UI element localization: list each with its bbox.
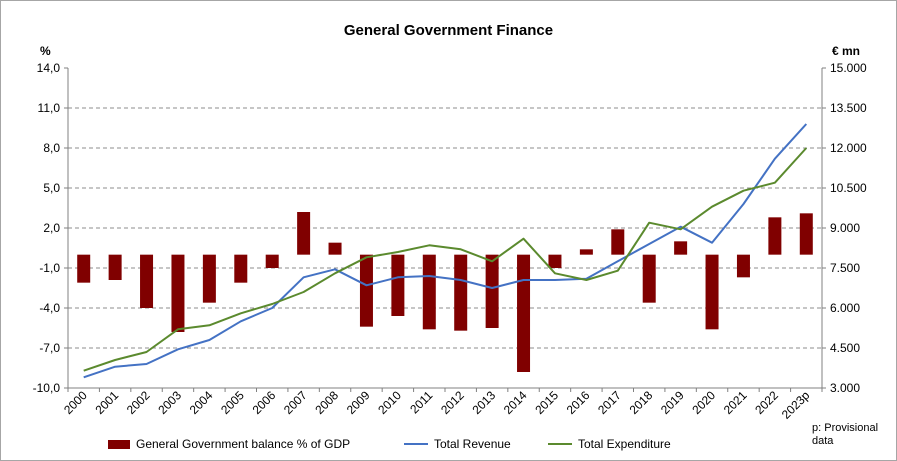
x-tick-label: 2001 <box>92 388 121 417</box>
bar-balance <box>297 212 311 255</box>
bar-balance <box>422 254 436 330</box>
x-tick-label: 2017 <box>595 388 624 417</box>
x-tick-label: 2021 <box>721 388 750 417</box>
bar-balance <box>328 242 342 255</box>
bar-balance <box>77 254 91 283</box>
bar-balance <box>485 254 499 328</box>
x-tick-label: 2004 <box>187 388 216 417</box>
x-tick-label: 2000 <box>61 388 90 417</box>
x-tick-label: 2005 <box>218 388 247 417</box>
bar-balance <box>202 254 216 303</box>
x-tick-label: 2018 <box>627 388 656 417</box>
x-tick-label: 2007 <box>281 388 310 417</box>
bar-balance <box>548 254 562 268</box>
x-tick-label: 2020 <box>689 388 718 417</box>
bar-balance <box>705 254 719 330</box>
left-tick-label: -10,0 <box>33 381 61 395</box>
line-expenditure <box>83 147 808 372</box>
right-tick-label: 13.500 <box>830 101 867 115</box>
x-tick-label: 2019 <box>658 388 687 417</box>
right-tick-label: 10.500 <box>830 181 867 195</box>
left-tick-label: 5,0 <box>43 181 60 195</box>
right-tick-label: 6.000 <box>830 301 860 315</box>
x-tick-label: 2009 <box>344 388 373 417</box>
bar-balance <box>391 254 405 316</box>
legend-item-revenue: Total Revenue <box>404 437 511 451</box>
left-tick-label: -1,0 <box>39 261 60 275</box>
right-tick-label: 3.000 <box>830 381 860 395</box>
x-tick-label: 2011 <box>407 388 435 416</box>
legend-swatch-revenue <box>404 443 428 445</box>
x-tick-label: 2008 <box>312 388 341 417</box>
bar-balance <box>579 249 593 255</box>
right-tick-label: 4.500 <box>830 341 860 355</box>
bar-balance <box>736 254 750 278</box>
legend-swatch-balance <box>108 439 130 449</box>
legend-label-revenue: Total Revenue <box>434 437 511 451</box>
x-tick-label: 2010 <box>375 388 404 417</box>
bar-balance <box>140 254 154 308</box>
bar-balance <box>611 229 625 255</box>
legend-label-balance: General Government balance % of GDP <box>136 437 351 451</box>
bar-balance <box>768 217 782 255</box>
bar-balance <box>799 213 813 255</box>
legend-item-balance: General Government balance % of GDP <box>108 437 350 451</box>
x-tick-label: 2014 <box>501 388 530 417</box>
right-tick-label: 7.500 <box>830 261 860 275</box>
bar-balance <box>674 241 688 255</box>
bar-balance <box>454 254 468 331</box>
bar-balance <box>108 254 122 280</box>
right-tick-label: 12.000 <box>830 141 867 155</box>
left-tick-label: -4,0 <box>39 301 60 315</box>
legend-item-expenditure: Total Expenditure <box>548 437 671 451</box>
bar-balance <box>171 254 185 332</box>
footnote: p: Provisional data <box>812 422 879 447</box>
x-tick-label: 2023p <box>779 388 813 422</box>
right-tick-label: 9.000 <box>830 221 860 235</box>
x-tick-label: 2013 <box>469 388 498 417</box>
x-tick-label: 2002 <box>124 388 153 417</box>
bar-balance <box>642 254 656 303</box>
bar-balance <box>234 254 248 283</box>
legend: General Government balance % of GDP Tota… <box>0 437 897 453</box>
bar-balance <box>517 254 531 372</box>
x-tick-label: 2003 <box>155 388 184 417</box>
bar-balance <box>265 254 279 268</box>
left-tick-label: 8,0 <box>43 141 60 155</box>
x-tick-label: 2012 <box>438 388 467 417</box>
left-axis-unit: % <box>40 44 51 58</box>
x-tick-label: 2006 <box>250 388 279 417</box>
left-tick-label: 11,0 <box>38 101 61 115</box>
legend-label-expenditure: Total Expenditure <box>578 437 671 451</box>
x-tick-label: 2015 <box>532 388 561 417</box>
x-tick-label: 2016 <box>564 388 593 417</box>
left-tick-label: 14,0 <box>37 61 61 75</box>
right-tick-label: 15.000 <box>830 61 867 75</box>
left-tick-label: -7,0 <box>39 341 60 355</box>
chart-title: General Government Finance <box>343 22 554 39</box>
legend-swatch-expenditure <box>548 443 572 445</box>
right-axis-unit: € mn <box>832 44 861 58</box>
bar-balance <box>359 254 373 327</box>
x-tick-label: 2022 <box>752 388 781 417</box>
line-revenue <box>83 123 808 379</box>
left-tick-label: 2,0 <box>43 221 60 235</box>
